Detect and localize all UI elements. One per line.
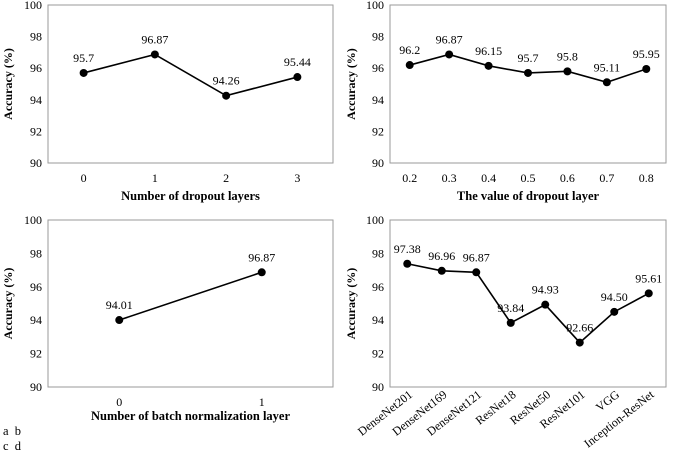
data-label-a: 95.44	[284, 55, 311, 69]
y-tick-label-a: 92	[30, 124, 42, 138]
plot-area-b	[389, 4, 667, 164]
y-tick-label-b: 98	[372, 30, 384, 44]
data-label-b: 95.7	[518, 51, 539, 65]
data-point-b	[602, 78, 611, 87]
y-axis-title-c: Accuracy (%)	[1, 268, 15, 340]
data-point-a	[222, 91, 231, 100]
x-tick-label-a: 3	[294, 171, 300, 185]
series-line-d	[407, 262, 650, 344]
y-tick-label-a: 94	[30, 93, 42, 107]
data-label-b: 96.15	[475, 44, 502, 58]
y-tick-label-c: 100	[24, 213, 42, 227]
plot-area-a	[47, 4, 334, 164]
data-point-c	[115, 316, 124, 325]
data-point-a	[150, 50, 159, 59]
data-point-c	[257, 268, 266, 277]
data-point-d	[472, 268, 481, 277]
data-point-a	[293, 73, 302, 82]
y-tick-label-c: 90	[30, 380, 42, 394]
data-point-b	[405, 61, 414, 70]
data-point-d	[506, 318, 515, 327]
data-point-d	[644, 289, 653, 298]
data-point-a	[79, 68, 88, 77]
panel-tags-line1: a b	[3, 424, 22, 438]
plot-area-c	[47, 219, 334, 388]
y-tick-label-d: 98	[372, 246, 384, 260]
x-tick-label-b: 0.4	[481, 171, 496, 185]
x-tick-label-c: 0	[116, 395, 122, 409]
data-label-b: 95.8	[557, 49, 578, 63]
y-tick-label-d: 96	[372, 280, 384, 294]
x-tick-label-b: 0.3	[442, 171, 457, 185]
y-tick-label-a: 98	[30, 30, 42, 44]
data-label-b: 95.95	[633, 47, 660, 61]
x-tick-label-a: 0	[81, 171, 87, 185]
data-label-d: 97.38	[394, 242, 421, 256]
panel-tags-line2: c d	[3, 439, 22, 453]
y-tick-label-b: 94	[372, 93, 384, 107]
data-point-b	[563, 67, 572, 76]
y-tick-label-c: 92	[30, 347, 42, 361]
y-tick-label-c: 94	[30, 313, 42, 327]
data-label-d: 96.96	[428, 249, 455, 263]
data-label-d: 96.87	[463, 250, 490, 264]
data-label-c: 94.01	[106, 298, 133, 312]
data-point-b	[642, 64, 651, 73]
x-tick-label-b: 0.2	[402, 171, 417, 185]
series-line-c	[118, 271, 263, 321]
y-axis-title-d: Accuracy (%)	[344, 268, 358, 340]
data-label-d: 95.61	[635, 271, 662, 285]
data-label-b: 95.11	[594, 60, 621, 74]
data-label-d: 92.66	[566, 321, 593, 335]
data-point-b	[524, 68, 532, 77]
y-tick-label-b: 96	[372, 61, 384, 75]
x-axis-title-a: Number of dropout layers	[121, 189, 260, 203]
data-label-a: 94.26	[213, 74, 240, 88]
data-label-d: 94.50	[601, 290, 628, 304]
data-point-d	[403, 259, 412, 268]
y-tick-label-d: 92	[372, 347, 384, 361]
plot-area-d	[389, 219, 667, 388]
data-label-c: 96.87	[248, 250, 275, 264]
y-tick-label-a: 90	[30, 156, 42, 170]
data-point-d	[610, 307, 619, 316]
x-tick-label-b: 0.6	[560, 171, 575, 185]
data-label-d: 94.93	[532, 283, 559, 297]
data-label-b: 96.87	[436, 32, 463, 46]
data-label-b: 96.2	[399, 43, 420, 57]
y-tick-label-c: 96	[30, 280, 42, 294]
data-point-b	[484, 61, 493, 70]
x-tick-label-b: 0.7	[599, 171, 614, 185]
y-tick-label-c: 98	[30, 246, 42, 260]
y-tick-label-d: 94	[372, 313, 384, 327]
y-axis-title-a: Accuracy (%)	[1, 48, 15, 120]
y-tick-label-d: 100	[366, 213, 384, 227]
x-axis-title-b: The value of dropout layer	[457, 189, 600, 203]
y-tick-label-b: 90	[372, 156, 384, 170]
y-tick-label-b: 92	[372, 124, 384, 138]
y-tick-label-a: 100	[24, 0, 42, 12]
data-point-d	[541, 300, 550, 309]
data-label-a: 96.87	[141, 32, 168, 46]
y-tick-label-d: 90	[372, 380, 384, 394]
x-tick-label-a: 2	[223, 171, 229, 185]
x-tick-label-c: 1	[259, 395, 265, 409]
data-point-b	[445, 50, 454, 59]
data-point-d	[575, 338, 584, 347]
data-point-d	[437, 266, 446, 275]
x-axis-title-c: Number of batch normalization layer	[91, 409, 291, 423]
series-line-a	[83, 53, 298, 97]
data-label-d: 93.84	[497, 301, 524, 315]
y-tick-label-b: 100	[366, 0, 384, 12]
x-tick-label-b: 0.8	[639, 171, 654, 185]
x-tick-label-a: 1	[152, 171, 158, 185]
x-tick-label-b: 0.5	[521, 171, 536, 185]
data-label-a: 95.7	[73, 51, 94, 65]
y-axis-title-b: Accuracy (%)	[344, 48, 358, 120]
y-tick-label-a: 96	[30, 61, 42, 75]
